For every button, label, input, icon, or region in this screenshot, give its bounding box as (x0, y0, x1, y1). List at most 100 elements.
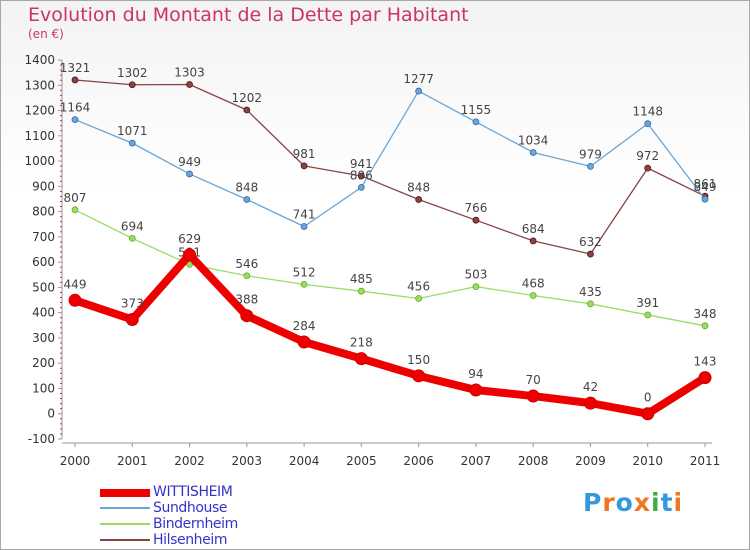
legend-item-bindernheim: Bindernheim (100, 516, 320, 533)
data-point-wittisheim (68, 293, 82, 307)
data-point-hilsenheim (186, 81, 193, 88)
legend-label-wittisheim: WITTISHEIM (153, 484, 233, 500)
y-tick-label: 1300 (24, 78, 55, 92)
data-point-sundhouse (644, 120, 652, 128)
y-tick-label: 800 (32, 205, 55, 219)
x-tick-label: 2009 (575, 454, 606, 468)
data-point-bindernheim (357, 287, 365, 295)
data-point-bindernheim (243, 272, 251, 280)
legend: WITTISHEIM Sundhouse Bindernheim Hilsenh… (100, 484, 320, 549)
data-label-bindernheim: 348 (694, 307, 717, 321)
data-point-wittisheim (354, 352, 368, 366)
data-label-bindernheim: 456 (407, 280, 430, 294)
data-label-wittisheim: 284 (293, 319, 316, 333)
data-point-bindernheim (472, 283, 480, 291)
x-tick-label: 2008 (518, 454, 549, 468)
logo-letter: i (651, 488, 661, 517)
data-label-wittisheim: 42 (583, 380, 598, 394)
data-point-bindernheim (644, 311, 652, 319)
data-label-hilsenheim: 848 (407, 180, 430, 194)
y-tick-label: 1100 (24, 129, 55, 143)
data-label-sundhouse: 1148 (632, 105, 663, 119)
data-label-hilsenheim: 766 (464, 201, 487, 215)
data-label-bindernheim: 468 (522, 276, 545, 290)
data-point-sundhouse (243, 196, 251, 203)
data-point-hilsenheim (243, 106, 251, 114)
legend-item-wittisheim: WITTISHEIM (100, 484, 320, 501)
data-point-wittisheim (698, 371, 712, 385)
data-point-hilsenheim (71, 76, 79, 84)
data-label-sundhouse: 949 (178, 155, 201, 169)
legend-label-hilsenheim: Hilsenheim (153, 532, 228, 548)
data-label-wittisheim: 94 (468, 367, 483, 381)
data-label-wittisheim: 373 (121, 296, 144, 310)
x-tick-label: 2006 (403, 454, 434, 468)
data-label-wittisheim: 143 (694, 355, 717, 369)
data-point-bindernheim (529, 292, 537, 299)
data-point-wittisheim (469, 383, 483, 397)
x-tick-label: 2005 (346, 454, 377, 468)
legend-swatch-bindernheim (100, 523, 150, 525)
series-line-wittisheim (73, 250, 708, 418)
data-point-sundhouse (529, 149, 537, 156)
data-point-bindernheim (415, 295, 423, 302)
data-label-wittisheim: 449 (64, 277, 87, 291)
data-label-sundhouse: 848 (235, 180, 258, 194)
proxiti-logo: Proxiti (583, 488, 683, 517)
data-label-hilsenheim: 1302 (117, 66, 148, 80)
x-tick-label: 2010 (632, 454, 663, 468)
data-point-wittisheim (641, 407, 655, 421)
data-point-hilsenheim (300, 162, 308, 170)
data-point-wittisheim (240, 309, 254, 323)
chart-title: Evolution du Montant de la Dette par Hab… (28, 4, 469, 26)
y-tick-label: 1400 (24, 53, 55, 67)
data-point-hilsenheim (644, 164, 652, 172)
data-label-sundhouse: 1155 (461, 103, 492, 117)
x-tick-label: 2007 (461, 454, 492, 468)
data-point-bindernheim (128, 234, 136, 242)
data-label-wittisheim: 629 (178, 232, 201, 246)
data-label-hilsenheim: 972 (636, 149, 659, 163)
legend-item-hilsenheim: Hilsenheim (100, 532, 320, 549)
data-label-wittisheim: 0 (644, 391, 652, 405)
legend-swatch-sundhouse (100, 507, 150, 509)
data-point-sundhouse (701, 195, 709, 203)
y-tick-label: 200 (32, 356, 55, 370)
x-tick-label: 2002 (174, 454, 205, 468)
data-label-bindernheim: 512 (293, 265, 316, 279)
y-tick-label: 0 (47, 407, 55, 421)
data-point-bindernheim (186, 261, 193, 268)
data-label-bindernheim: 485 (350, 272, 373, 286)
logo-letter: x (633, 488, 651, 517)
data-label-sundhouse: 1034 (518, 133, 549, 147)
data-label-hilsenheim: 1202 (232, 91, 263, 105)
data-label-bindernheim: 391 (636, 296, 659, 310)
y-tick-label: 400 (32, 306, 55, 320)
y-tick-label: 900 (32, 179, 55, 193)
data-label-bindernheim: 435 (579, 285, 602, 299)
data-label-bindernheim: 503 (464, 268, 487, 282)
data-point-sundhouse (472, 118, 480, 126)
data-label-hilsenheim: 684 (522, 222, 545, 236)
legend-label-sundhouse: Sundhouse (153, 500, 228, 516)
data-point-bindernheim (701, 322, 709, 330)
data-label-wittisheim: 70 (526, 373, 541, 387)
data-label-sundhouse: 741 (293, 208, 316, 222)
data-label-wittisheim: 218 (350, 336, 373, 350)
data-point-wittisheim (526, 389, 540, 403)
data-point-sundhouse (300, 223, 308, 230)
data-label-hilsenheim: 1321 (60, 61, 91, 75)
x-tick-label: 2000 (60, 454, 91, 468)
data-point-bindernheim (300, 280, 308, 288)
data-point-sundhouse (357, 183, 365, 191)
legend-item-sundhouse: Sundhouse (100, 500, 320, 517)
data-point-bindernheim (71, 206, 79, 214)
legend-swatch-wittisheim (100, 489, 150, 497)
y-tick-label: 1200 (24, 104, 55, 118)
data-point-wittisheim (297, 335, 311, 349)
data-point-sundhouse (186, 170, 193, 178)
series-line-hilsenheim (74, 79, 706, 255)
data-point-sundhouse (128, 139, 136, 147)
data-label-hilsenheim: 861 (694, 177, 717, 191)
